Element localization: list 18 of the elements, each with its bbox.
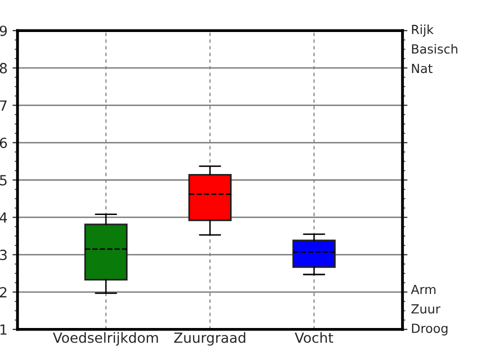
- y-tick-label: 4: [0, 212, 7, 223]
- y-tick-label: 2: [0, 287, 6, 298]
- y-tick-label: 1: [0, 324, 6, 335]
- y-tick-label: 8: [0, 62, 7, 74]
- y-tick-label: 7: [0, 100, 7, 111]
- y-tick-label: 3: [0, 250, 7, 260]
- text: Droog: [412, 324, 448, 336]
- y-tick-label: 9: [0, 26, 7, 36]
- y-tick-label: 6: [0, 138, 7, 148]
- y-tick-label: 5: [0, 175, 7, 186]
- text: Rijk: [412, 24, 434, 37]
- x-tick-label: Voedselrijkdom: [52, 332, 158, 346]
- text: Zuur: [411, 304, 440, 314]
- x-tick-label: Zuurgraad: [174, 332, 246, 346]
- text: Basisch: [412, 44, 458, 54]
- text: Arm: [410, 284, 436, 294]
- x-tick-label: Vocht: [294, 332, 334, 343]
- text: Nat: [412, 64, 432, 74]
